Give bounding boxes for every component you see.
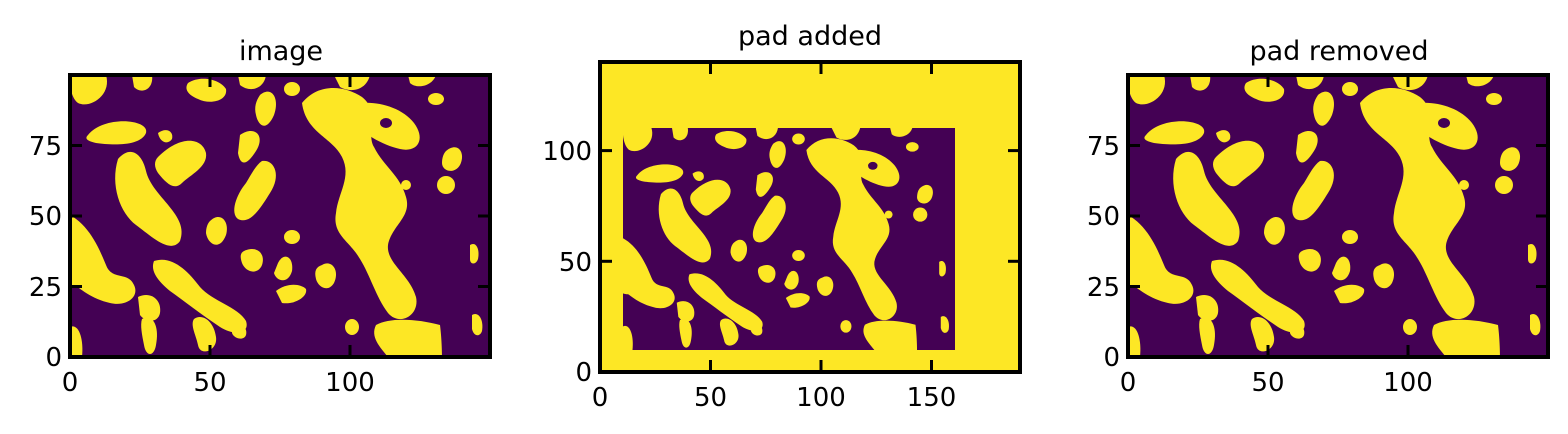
y-tick-label: 50: [1087, 202, 1120, 232]
y-axis: 0 25 50 75: [29, 132, 490, 373]
panel-pad-added: pad added 0 50 100 150 0 50 100: [542, 21, 1022, 413]
image-area: [70, 75, 490, 357]
y-tick-label: 0: [45, 343, 62, 373]
x-tick-label: 50: [694, 383, 727, 413]
x-axis: 0 50 100 150: [592, 62, 957, 413]
y-tick-label: 75: [29, 132, 62, 162]
image-area: [1128, 75, 1548, 357]
y-tick-label: 0: [1103, 343, 1120, 373]
x-tick-label: 150: [907, 383, 957, 413]
y-tick-label: 25: [1087, 273, 1120, 303]
x-tick-label: 100: [1383, 368, 1433, 398]
axes-frame: [598, 60, 1022, 374]
x-tick-label: 0: [1120, 368, 1137, 398]
y-tick-label: 50: [559, 248, 592, 278]
x-tick-label: 50: [1251, 368, 1284, 398]
panel-image: image 0 50 100 0 25 50 75: [29, 36, 492, 398]
x-tick-label: 50: [193, 368, 226, 398]
x-axis: 0 50 100: [1120, 75, 1433, 398]
y-tick-label: 25: [29, 273, 62, 303]
y-tick-label: 0: [575, 358, 592, 388]
y-tick-label: 75: [1087, 132, 1120, 162]
panel-pad-removed: pad removed 0 50 100 0 25 50 75: [1087, 36, 1550, 398]
x-tick-label: 0: [62, 368, 79, 398]
y-tick-label: 50: [29, 202, 62, 232]
panel-title-image: image: [239, 36, 323, 67]
x-tick-label: 0: [592, 383, 609, 413]
y-tick-label: 100: [542, 137, 592, 167]
inner-image: [623, 128, 955, 350]
panel-title-pad-removed: pad removed: [1249, 36, 1428, 67]
x-axis: 0 50 100: [62, 75, 375, 398]
x-tick-label: 100: [796, 383, 846, 413]
y-axis: 0 25 50 75: [1087, 132, 1548, 373]
y-axis: 0 50 100: [542, 137, 1020, 388]
panel-title-pad-added: pad added: [738, 21, 882, 52]
x-tick-label: 100: [325, 368, 375, 398]
